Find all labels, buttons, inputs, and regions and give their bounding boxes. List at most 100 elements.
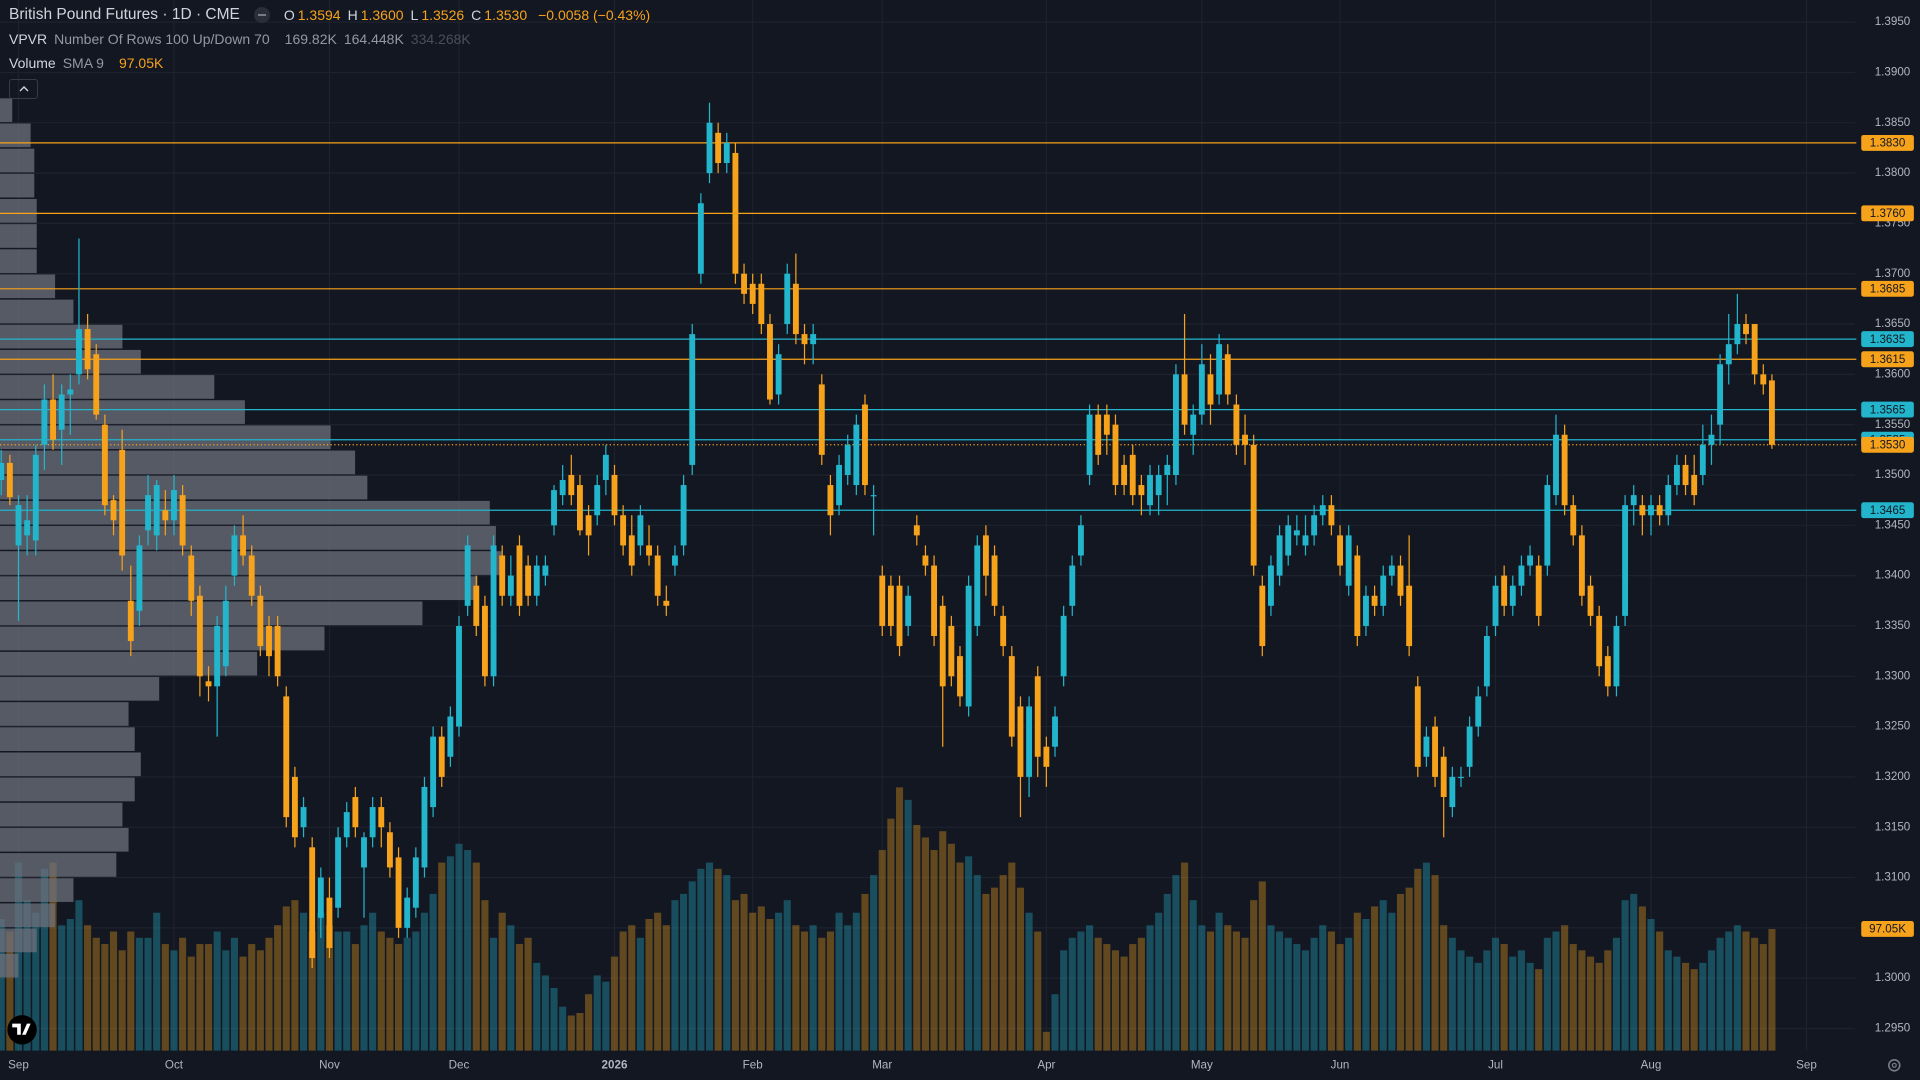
candle-body [905,595,912,626]
price-line-label: 1.3615 [1870,353,1906,366]
volume-bar [1215,912,1223,1051]
profile-row [0,224,37,248]
candle-body [222,600,229,667]
volume-bar [1086,925,1094,1051]
candle-body [1008,656,1015,737]
volume-bar [844,925,852,1051]
profile-row [0,752,141,777]
candle-body [386,832,393,868]
candle-body [1164,464,1171,475]
legend-vpvr: VPVR Number Of Rows 100 Up/Down 70 169.8… [9,31,471,47]
candle-body [1276,535,1283,576]
candle-body [577,485,583,531]
candle-body [58,394,65,430]
eye-icon [253,7,270,23]
volume-bar [1707,950,1716,1051]
volume-bar [585,994,593,1051]
x-tick-label: Jun [1331,1058,1350,1071]
candle-body [844,444,851,475]
y-tick-label: 1.3650 [1875,317,1911,330]
volume-bar [1561,925,1569,1051]
y-tick-label: 1.3250 [1875,720,1911,733]
candle-body [810,334,817,345]
y-tick-label: 1.3850 [1875,116,1911,129]
volume-bar [1016,887,1025,1051]
price-line-label: 1.3565 [1870,403,1906,416]
logo-mark [12,1023,31,1035]
candle-body [1285,525,1292,556]
logo-circle [7,1015,37,1045]
vpvr-up: 169.82K [284,31,337,47]
volume-bar [1457,950,1465,1051]
volume-bar [239,956,247,1051]
candle-body [1172,374,1179,475]
visibility-toggle[interactable] [253,6,271,24]
price-line-label: 1.3760 [1870,207,1906,220]
candle-body [1155,474,1162,496]
volume-bar [1042,1031,1050,1051]
candle-body [1095,414,1102,455]
ohlc-key: C [471,7,482,23]
candle-body [1475,696,1482,727]
candle-body [438,736,445,777]
y-tick-label: 1.3600 [1875,367,1911,380]
profile-row [0,802,123,827]
volume-bar [1595,962,1603,1051]
volume-bar [1172,875,1180,1051]
candle-body [654,555,661,596]
candle-body [948,625,955,677]
candle-body [309,847,316,959]
volume-bar [412,931,420,1051]
candle-body [594,485,601,516]
vpvr-down: 164.448K [343,31,404,47]
candle-body [1043,746,1050,767]
collapse-button[interactable] [9,79,38,99]
volume-bar [1621,900,1629,1051]
tradingview-logo[interactable] [7,1015,37,1045]
volume-bar [1491,937,1500,1051]
x-tick-label: Nov [319,1058,340,1071]
candle-body [706,122,713,174]
volume-bar [507,925,515,1051]
candle-body [1717,364,1724,425]
volume-bar [40,868,48,1051]
candle-body [758,283,765,325]
volume-bar [23,900,31,1051]
candle-body [1052,716,1058,747]
volume-bar [662,925,670,1051]
candle-body [870,495,877,497]
volume-bar [230,937,238,1051]
volume-bar [999,875,1007,1051]
ohlc-value: 1.3530 [484,7,528,23]
vpvr-total: 334.268K [410,31,471,47]
ohlc-value: 1.3526 [421,7,465,23]
candle-body [1328,505,1335,526]
candle-body [1017,706,1024,777]
price-line-label: 1.3635 [1870,333,1906,346]
candle-body [119,449,126,556]
chart-title: British Pound Futures · 1D · CME [9,6,240,23]
volume-bar [818,937,826,1051]
candle-body [67,389,74,395]
volume-bar [766,918,774,1051]
candle-body [1337,535,1343,566]
x-tick-label: Apr [1037,1058,1055,1071]
volume-bar [636,937,644,1051]
eye-dash [257,14,266,16]
volume-bar [351,944,359,1051]
x-tick-label: Oct [165,1058,184,1071]
volume-bar [792,925,800,1051]
volume-bar [1189,900,1197,1051]
candle-body [715,132,722,164]
settings-gear[interactable] [1887,1059,1901,1072]
candle-body [1639,505,1646,516]
profile-row [0,198,37,223]
candle-body [231,535,238,576]
volume-bar [688,881,696,1051]
candle-body [1673,464,1680,486]
candle-body [481,605,488,677]
candle-body [205,681,212,687]
candle-body [931,565,938,637]
